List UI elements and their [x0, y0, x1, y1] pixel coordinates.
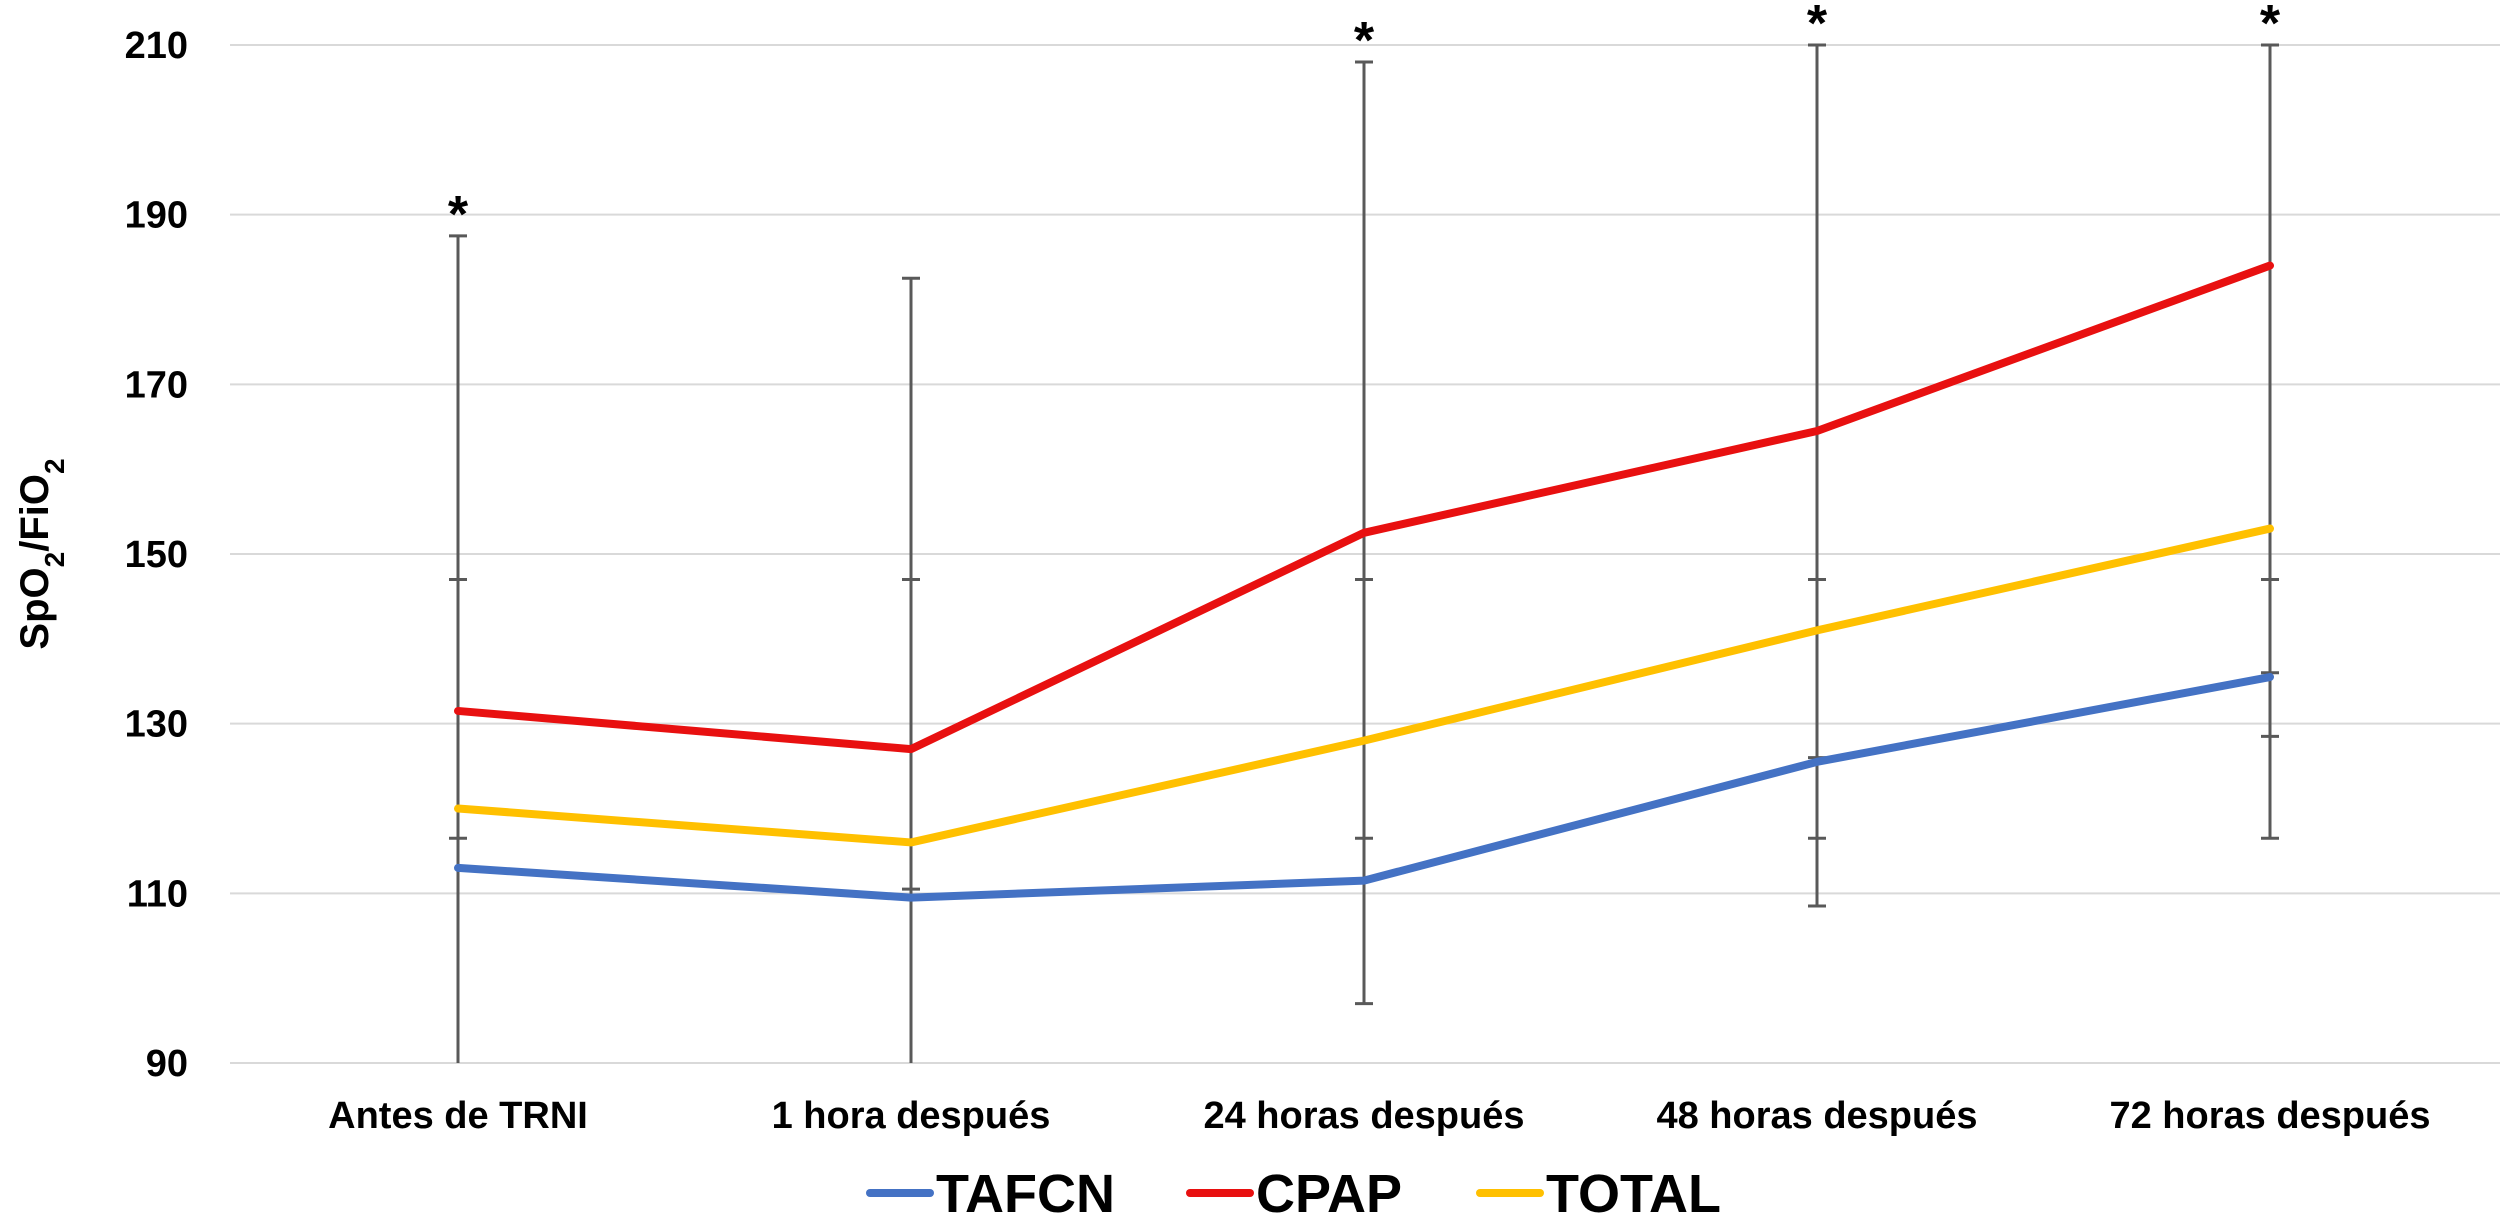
- x-axis-categories: Antes de TRNI 1 hora después 24 horas desp…: [328, 1095, 2430, 1137]
- legend-label-cpap: CPAP: [1256, 1164, 1402, 1216]
- x-category-label: 48 horas después: [1656, 1095, 1977, 1137]
- x-category-label: 24 horas después: [1203, 1095, 1524, 1137]
- y-axis-title-part: /FiO: [13, 474, 57, 552]
- x-category-label: Antes de TRNI: [328, 1095, 588, 1137]
- legend-label-total: TOTAL: [1546, 1164, 1721, 1216]
- significance-star: *: [1354, 12, 1375, 70]
- significance-markers: * * * *: [448, 0, 2281, 244]
- legend-label-tafcn: TAFCN: [936, 1164, 1115, 1216]
- series-lines: [454, 261, 2274, 902]
- x-category-label: 72 horas después: [2109, 1095, 2430, 1137]
- y-tick-label: 210: [125, 25, 188, 67]
- significance-star: *: [1807, 0, 1828, 53]
- y-axis-title-part: SpO: [13, 567, 57, 649]
- y-axis-label: SpO2/FiO2: [13, 458, 70, 649]
- y-tick-label: 150: [125, 534, 188, 576]
- y-axis-title-text: SpO2/FiO2: [13, 458, 70, 649]
- significance-star: *: [2260, 0, 2281, 53]
- y-axis-title-subscript: 2: [39, 552, 70, 568]
- y-axis-ticks: 90 110 130 150 170 190 210: [125, 25, 188, 1085]
- significance-star: *: [448, 186, 469, 244]
- y-tick-label: 110: [127, 873, 188, 915]
- y-axis-title: SpO2/FiO2: [13, 458, 70, 649]
- series-line-cpap: [454, 261, 2274, 754]
- y-tick-label: 170: [125, 364, 188, 406]
- x-category-label: 1 hora después: [772, 1095, 1051, 1137]
- y-tick-label: 130: [125, 704, 188, 746]
- legend: TAFCN CPAP TOTAL: [866, 1164, 1721, 1216]
- y-tick-label: 90: [146, 1043, 188, 1085]
- y-axis-title-subscript: 2: [39, 458, 70, 474]
- series-line-total: [454, 524, 2274, 847]
- series-line-tafcn: [454, 673, 2274, 902]
- y-tick-label: 190: [125, 195, 188, 237]
